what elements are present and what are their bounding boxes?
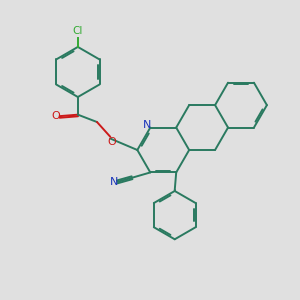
Text: O: O [107, 137, 116, 147]
Text: N: N [110, 178, 118, 188]
Text: Cl: Cl [73, 26, 83, 36]
Text: O: O [51, 111, 60, 121]
Text: N: N [142, 121, 151, 130]
